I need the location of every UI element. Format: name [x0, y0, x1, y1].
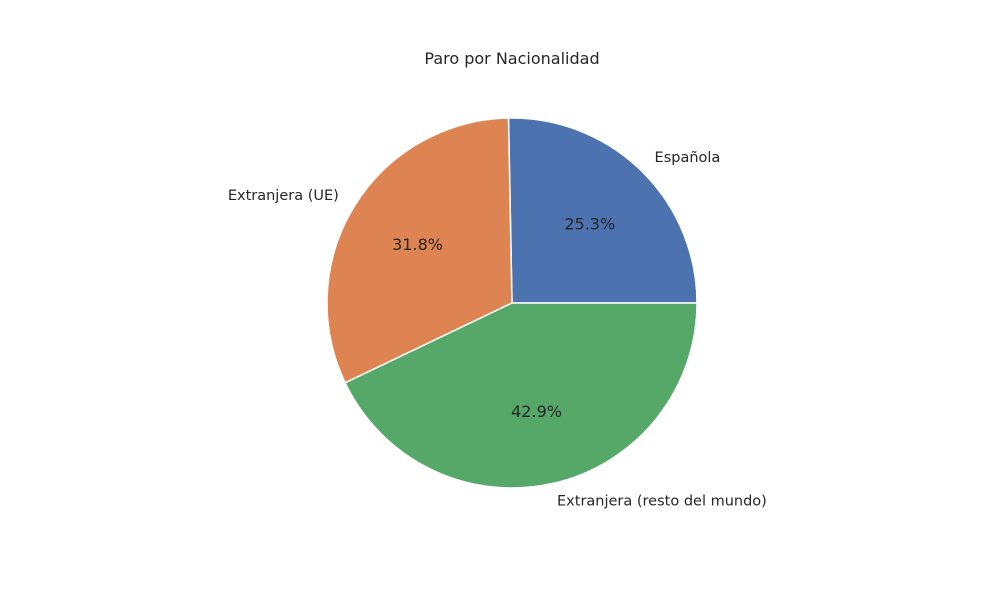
slice-label: Extranjera (UE) [228, 188, 339, 204]
pie-slices [326, 117, 698, 489]
slice-percent-label: 25.3% [564, 214, 615, 233]
slice-percent-label: 31.8% [392, 235, 443, 254]
pie-slice [507, 117, 698, 304]
pie-labels: Española 25.3% Extranjera (UE) 31.8% Extranj… [228, 150, 767, 510]
chart-title: Paro por Nacionalidad [424, 49, 599, 68]
slice-percent-label: 42.9% [511, 402, 562, 421]
pie-slice [344, 302, 698, 489]
slice-label: Extranjera (resto del mundo) [557, 493, 767, 509]
pie-slice [326, 117, 513, 384]
slice-label: Española [655, 150, 721, 166]
